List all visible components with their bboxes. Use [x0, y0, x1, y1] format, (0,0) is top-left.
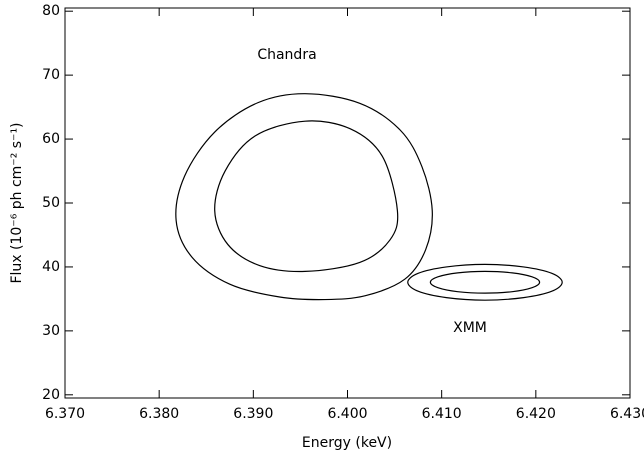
- x-tick-label: 6.430: [610, 406, 644, 422]
- contour: [214, 120, 399, 273]
- x-tick-label: 6.420: [516, 406, 556, 422]
- x-tick-label: 6.370: [45, 406, 85, 422]
- contour: [175, 93, 433, 301]
- contour: [429, 270, 541, 294]
- x-tick-label: 6.410: [422, 406, 462, 422]
- y-tick-label: 80: [42, 3, 60, 19]
- y-tick-label: 30: [42, 323, 60, 339]
- plot-frame: [64, 7, 631, 399]
- y-tick-label: 50: [42, 195, 60, 211]
- x-tick-label: 6.400: [327, 406, 367, 422]
- x-tick-label: 6.390: [233, 406, 273, 422]
- annotation: XMM: [453, 320, 487, 336]
- x-axis-label: Energy (keV): [302, 435, 392, 451]
- y-tick-label: 60: [42, 131, 60, 147]
- y-axis-label: Flux (10⁻⁶ ph cm⁻² s⁻¹): [9, 122, 25, 283]
- annotation: Chandra: [257, 47, 316, 63]
- y-tick-label: 70: [42, 67, 60, 83]
- contour: [407, 263, 563, 301]
- y-tick-label: 40: [42, 259, 60, 275]
- y-tick-label: 20: [42, 387, 60, 403]
- x-tick-label: 6.380: [139, 406, 179, 422]
